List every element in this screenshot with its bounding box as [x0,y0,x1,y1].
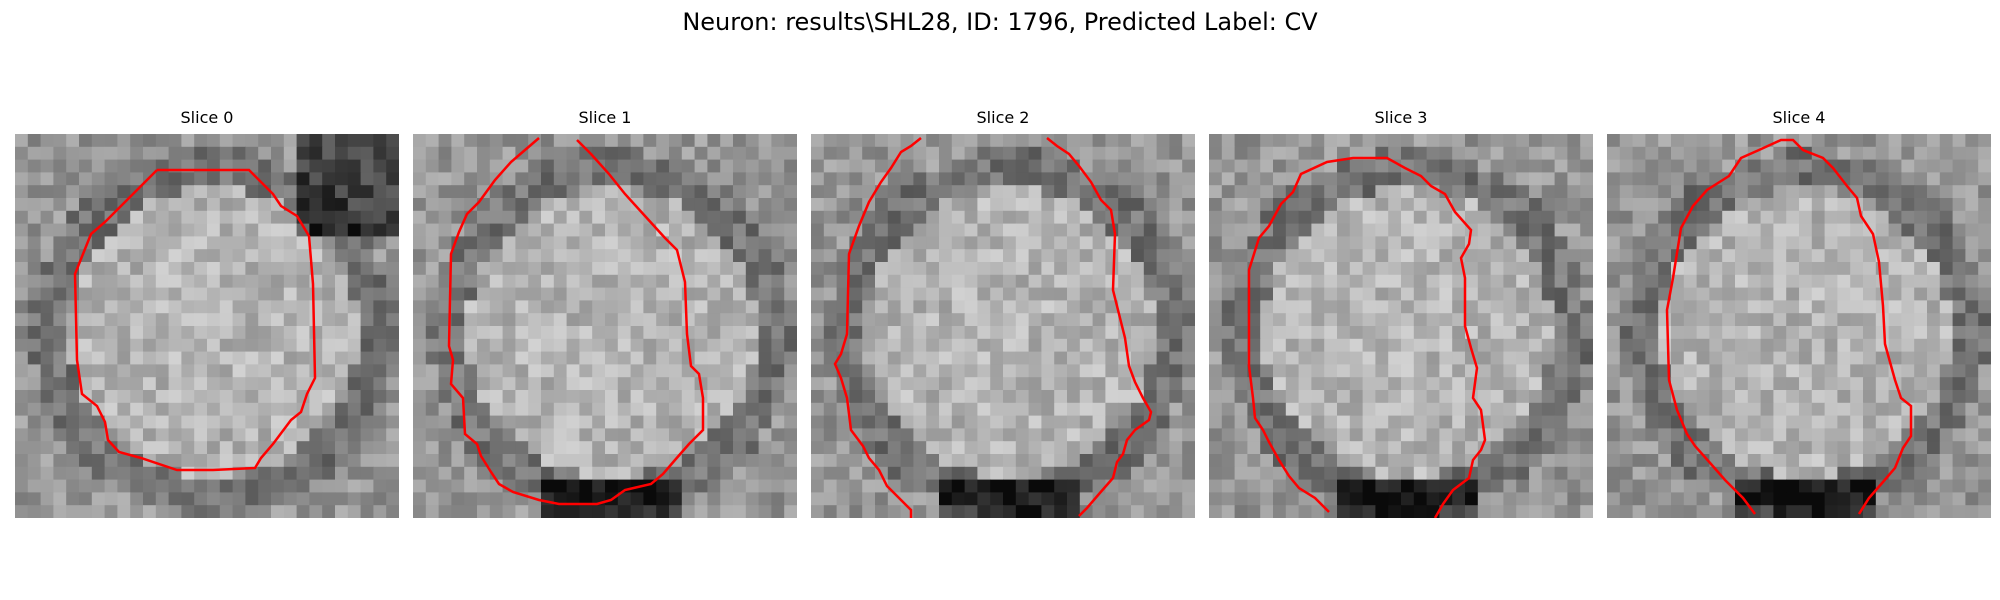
slice-title: Slice 2 [976,108,1030,127]
slice-image [15,134,399,518]
slice-panel-4: Slice 4 [1607,108,1991,518]
grayscale-image [413,134,797,518]
contour-line [1665,138,1913,515]
contour-line [1046,137,1153,517]
figure-title: Neuron: results\SHL28, ID: 1796, Predict… [682,8,1318,36]
slice-panel-1: Slice 1 [413,108,797,518]
slice-title: Slice 4 [1772,108,1826,127]
grayscale-image [1209,134,1593,518]
contour-line [447,137,705,506]
grayscale-image [811,134,1195,518]
contour-line [1247,156,1487,518]
slice-image [413,134,797,518]
slice-image [811,134,1195,518]
slice-panel-2: Slice 2 [811,108,1195,518]
contour-line [833,137,922,518]
contour-line [73,168,317,472]
slice-image [1607,134,1991,518]
slice-title: Slice 3 [1374,108,1428,127]
slice-title: Slice 1 [578,108,632,127]
grayscale-image [15,134,399,518]
slice-image [1209,134,1593,518]
slice-panel-3: Slice 3 [1209,108,1593,518]
slice-panel-0: Slice 0 [15,108,399,518]
slice-title: Slice 0 [180,108,234,127]
grayscale-image [1607,134,1991,518]
